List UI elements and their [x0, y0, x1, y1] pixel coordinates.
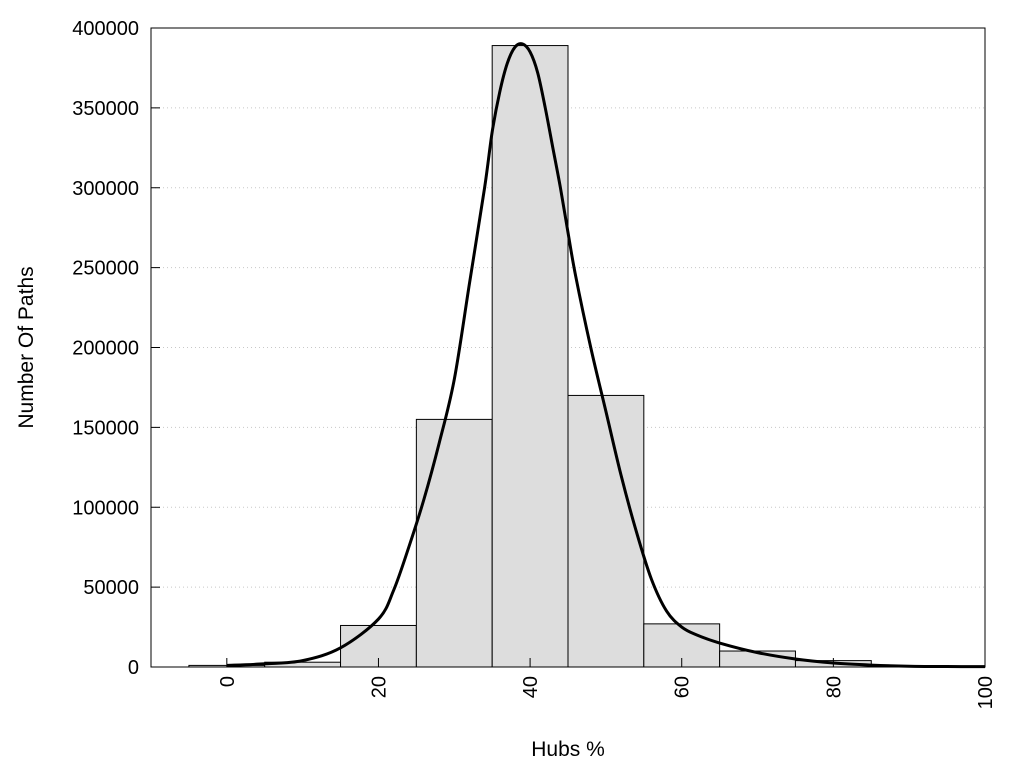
y-tick-label: 250000: [72, 258, 139, 280]
x-tick-label: 0: [217, 676, 239, 687]
x-axis-label: Hubs %: [531, 738, 605, 761]
y-tick-label: 0: [128, 657, 139, 679]
y-tick-label: 150000: [72, 417, 139, 439]
x-tick-label: 20: [368, 676, 390, 698]
y-tick-label: 50000: [83, 577, 139, 599]
histogram-bar: [491, 45, 569, 668]
x-tick-label: 60: [672, 676, 694, 698]
fit-curve-group: [226, 42, 986, 669]
x-tick-label: 40: [520, 676, 542, 698]
y-tick-label: 350000: [72, 98, 139, 120]
y-axis-label: Number Of Paths: [15, 266, 38, 428]
histogram-bar: [567, 394, 645, 668]
y-tick-label: 300000: [72, 178, 139, 200]
x-tick-label: 80: [823, 676, 845, 698]
fit-curve: [226, 42, 986, 669]
y-axis-ticks: 0 50000 100000 150000 200000 250000 300000 3500…: [72, 18, 160, 679]
x-tick-label: 100: [975, 676, 997, 709]
y-tick-label: 100000: [72, 497, 139, 519]
y-tick-label: 400000: [72, 18, 139, 40]
histogram-bar: [415, 418, 493, 668]
y-tick-label: 200000: [72, 338, 139, 360]
histogram-bars: [188, 45, 948, 668]
x-axis-ticks: 0 20 40 60 80 100: [217, 658, 997, 709]
